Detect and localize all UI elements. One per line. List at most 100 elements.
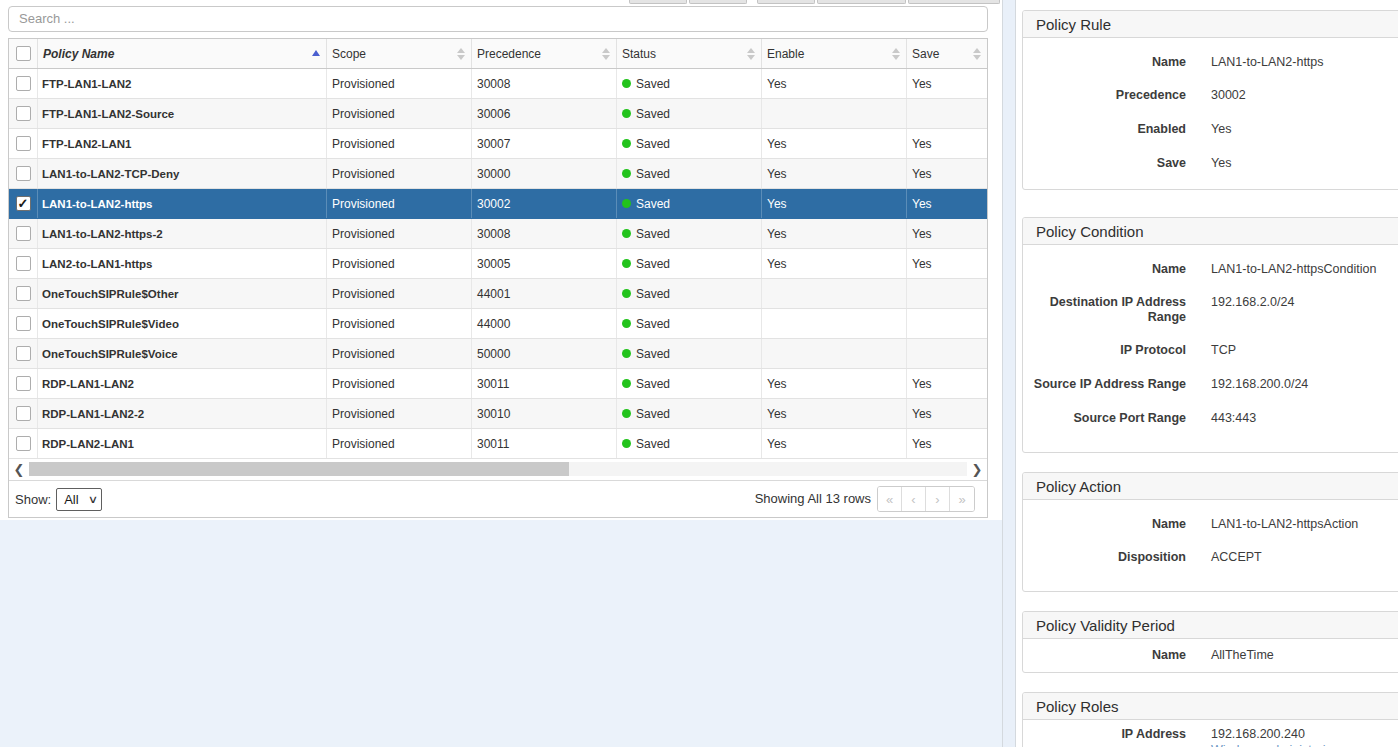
row-checkbox-cell[interactable] <box>9 129 38 158</box>
toolbar-button-fragment[interactable] <box>689 0 747 4</box>
cell-save <box>907 279 987 308</box>
row-checkbox[interactable] <box>16 316 31 331</box>
field-value: LAN1-to-LAN2-httpsCondition <box>1211 262 1376 277</box>
horizontal-scrollbar[interactable]: ❮ ❯ <box>9 459 987 481</box>
field-label: Source Port Range <box>1023 411 1186 426</box>
row-checkbox[interactable] <box>16 166 31 181</box>
cell-status: Saved <box>617 129 762 158</box>
cell-precedence: 50000 <box>472 339 617 368</box>
row-checkbox[interactable] <box>16 406 31 421</box>
table-row[interactable]: RDP-LAN2-LAN1Provisioned30011SavedYesYes <box>9 429 987 459</box>
status-dot-icon <box>622 409 631 418</box>
row-checkbox-cell[interactable] <box>9 249 38 278</box>
first-page-button[interactable]: « <box>878 487 902 511</box>
table-row[interactable]: OneTouchSIPRule$VideoProvisioned44000Sav… <box>9 309 987 339</box>
toolbar-button-fragment[interactable] <box>757 0 815 4</box>
table-row[interactable]: LAN1-to-LAN2-httpsProvisioned30002SavedY… <box>9 189 987 219</box>
cell-policy-name: OneTouchSIPRule$Voice <box>38 339 327 368</box>
search-input[interactable]: Search ... <box>8 6 988 32</box>
column-header-scope[interactable]: Scope <box>327 39 472 68</box>
table-row[interactable]: RDP-LAN1-LAN2-2Provisioned30010SavedYesY… <box>9 399 987 429</box>
scroll-left-icon[interactable]: ❮ <box>11 460 27 478</box>
sort-ascending-icon <box>312 50 320 56</box>
scroll-right-icon[interactable]: ❯ <box>969 460 985 478</box>
row-checkbox-cell[interactable] <box>9 99 38 128</box>
row-checkbox-cell[interactable] <box>9 429 38 458</box>
table-row[interactable]: FTP-LAN1-LAN2-SourceProvisioned30006Save… <box>9 99 987 129</box>
section-title: Policy Action <box>1023 473 1398 500</box>
show-select[interactable]: All ∨ <box>56 488 102 511</box>
cell-scope: Provisioned <box>327 399 472 428</box>
column-header-enable[interactable]: Enable <box>762 39 907 68</box>
row-checkbox-cell[interactable] <box>9 279 38 308</box>
toolbar-button-fragment[interactable] <box>817 0 906 4</box>
cell-precedence: 30010 <box>472 399 617 428</box>
row-checkbox-cell[interactable] <box>9 189 38 218</box>
row-checkbox[interactable] <box>16 76 31 91</box>
table-row[interactable]: OneTouchSIPRule$OtherProvisioned44001Sav… <box>9 279 987 309</box>
row-checkbox[interactable] <box>16 226 31 241</box>
cell-enable <box>762 339 907 368</box>
row-checkbox[interactable] <box>16 286 31 301</box>
row-checkbox-cell[interactable] <box>9 69 38 98</box>
row-checkbox[interactable] <box>16 376 31 391</box>
row-checkbox-cell[interactable] <box>9 219 38 248</box>
next-page-button[interactable]: › <box>926 487 950 511</box>
scrollbar-thumb[interactable] <box>29 462 569 476</box>
cell-policy-name: FTP-LAN1-LAN2 <box>38 69 327 98</box>
cell-enable <box>762 99 907 128</box>
table-row[interactable]: LAN2-to-LAN1-httpsProvisioned30005SavedY… <box>9 249 987 279</box>
cell-policy-name: OneTouchSIPRule$Other <box>38 279 327 308</box>
field-value: Yes <box>1211 156 1231 171</box>
table-row[interactable]: LAN1-to-LAN2-https-2Provisioned30008Save… <box>9 219 987 249</box>
cell-enable <box>762 279 907 308</box>
table-row[interactable]: LAN1-to-LAN2-TCP-DenyProvisioned30000Sav… <box>9 159 987 189</box>
row-checkbox[interactable] <box>16 106 31 121</box>
toolbar-button-fragment[interactable] <box>629 0 687 4</box>
field-row: NameLAN1-to-LAN2-httpsAction <box>1023 500 1398 541</box>
column-header-save[interactable]: Save <box>907 39 987 68</box>
section-policy-roles: Policy RolesIP Address192.168.200.240Win… <box>1022 692 1398 747</box>
column-header-precedence[interactable]: Precedence <box>472 39 617 68</box>
table-row[interactable]: FTP-LAN2-LAN1Provisioned30007SavedYesYes <box>9 129 987 159</box>
row-checkbox[interactable] <box>16 136 31 151</box>
scrollbar-track[interactable] <box>29 462 967 476</box>
status-dot-icon <box>622 289 631 298</box>
field-value: 192.168.200.240Windows administering <box>1211 727 1340 747</box>
field-label: Save <box>1023 156 1186 171</box>
policy-role-link[interactable]: Windows administering <box>1211 743 1340 747</box>
row-checkbox-cell[interactable] <box>9 339 38 368</box>
status-dot-icon <box>622 319 631 328</box>
cell-status: Saved <box>617 429 762 458</box>
select-all-checkbox[interactable] <box>16 46 31 61</box>
row-checkbox-cell[interactable] <box>9 309 38 338</box>
prev-page-button[interactable]: ‹ <box>902 487 926 511</box>
row-checkbox[interactable] <box>16 436 31 451</box>
cell-policy-name: LAN2-to-LAN1-https <box>38 249 327 278</box>
row-checkbox-cell[interactable] <box>9 159 38 188</box>
select-all-checkbox-cell[interactable] <box>9 39 38 68</box>
row-checkbox-cell[interactable] <box>9 399 38 428</box>
toolbar-button-fragment[interactable] <box>908 0 1000 4</box>
pane-splitter[interactable] <box>1002 0 1016 747</box>
cell-save: Yes <box>907 159 987 188</box>
row-checkbox[interactable] <box>16 346 31 361</box>
row-checkbox-cell[interactable] <box>9 369 38 398</box>
cell-precedence: 30007 <box>472 129 617 158</box>
column-label: Save <box>912 47 939 61</box>
cell-scope: Provisioned <box>327 99 472 128</box>
cell-status: Saved <box>617 369 762 398</box>
table-row[interactable]: RDP-LAN1-LAN2Provisioned30011SavedYesYes <box>9 369 987 399</box>
column-header-status[interactable]: Status <box>617 39 762 68</box>
section-policy-validity-period: Policy Validity PeriodNameAllTheTime <box>1022 611 1398 673</box>
column-header-policy-name[interactable]: Policy Name <box>38 39 327 68</box>
cell-scope: Provisioned <box>327 279 472 308</box>
chevron-down-icon: ∨ <box>88 493 98 506</box>
last-page-button[interactable]: » <box>950 487 974 511</box>
sort-icon <box>747 47 755 61</box>
table-row[interactable]: OneTouchSIPRule$VoiceProvisioned50000Sav… <box>9 339 987 369</box>
row-checkbox[interactable] <box>16 256 31 271</box>
row-checkbox[interactable] <box>16 196 31 211</box>
table-row[interactable]: FTP-LAN1-LAN2Provisioned30008SavedYesYes <box>9 69 987 99</box>
cell-status: Saved <box>617 189 762 218</box>
